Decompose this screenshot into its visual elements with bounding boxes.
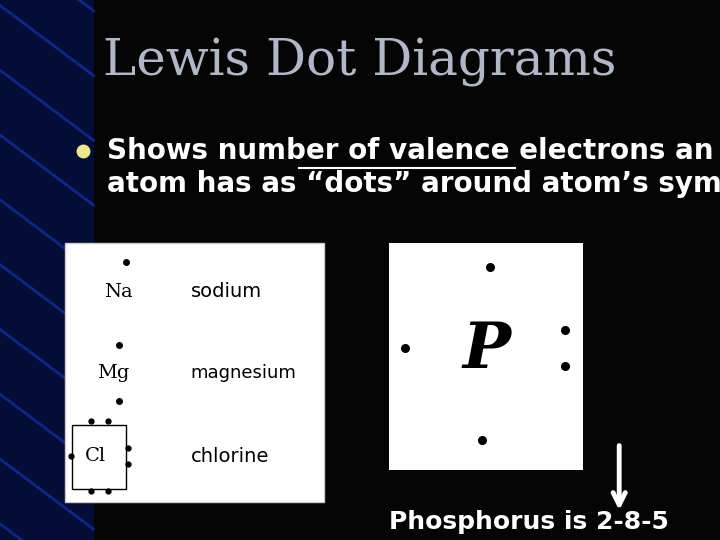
Bar bbox=[0, 0, 94, 540]
Bar bbox=[65, 243, 324, 502]
Text: P: P bbox=[462, 320, 510, 382]
Text: atom has as “dots” around atom’s symbol.: atom has as “dots” around atom’s symbol. bbox=[107, 170, 720, 198]
Text: chlorine: chlorine bbox=[191, 447, 269, 466]
Text: sodium: sodium bbox=[191, 282, 262, 301]
Text: Phosphorus is 2-8-5: Phosphorus is 2-8-5 bbox=[389, 510, 669, 534]
Bar bbox=[389, 243, 583, 470]
Bar bbox=[72, 425, 126, 489]
Text: Shows number of valence electrons an: Shows number of valence electrons an bbox=[107, 137, 713, 165]
Text: Mg: Mg bbox=[97, 363, 130, 382]
Text: magnesium: magnesium bbox=[191, 363, 297, 382]
Text: Na: Na bbox=[104, 282, 133, 301]
Text: Cl: Cl bbox=[85, 447, 106, 465]
Text: Lewis Dot Diagrams: Lewis Dot Diagrams bbox=[103, 38, 617, 87]
